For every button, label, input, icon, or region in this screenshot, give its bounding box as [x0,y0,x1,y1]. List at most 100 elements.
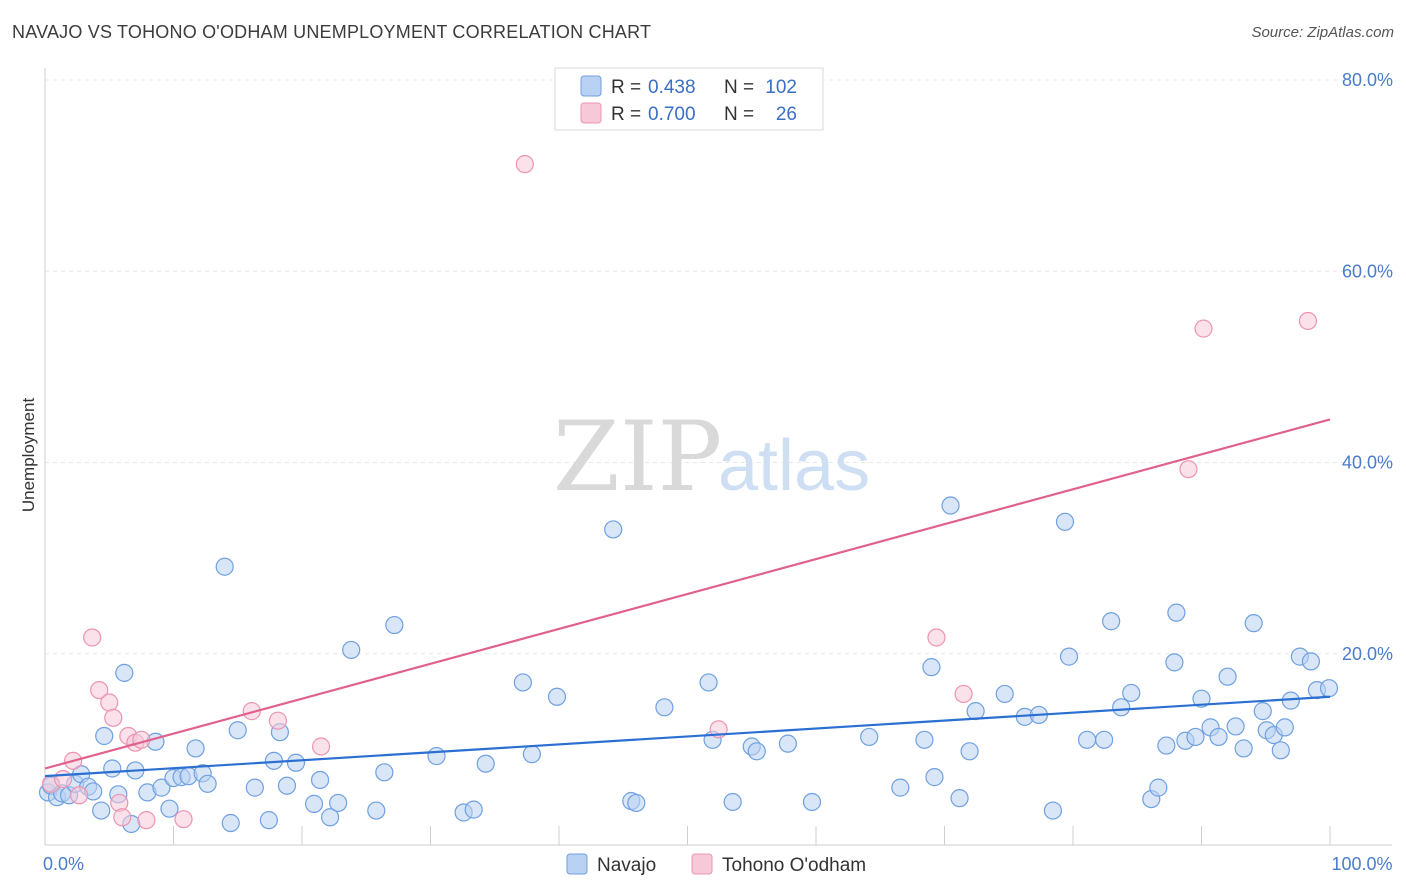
navajo-point [1102,612,1121,631]
navajo-point [778,734,797,753]
navajo-point [1149,778,1168,797]
navajo-point [476,754,495,773]
watermark-atlas: atlas [718,426,870,506]
navajo-point [1209,727,1228,747]
navajo-point [286,753,306,772]
navajo-point [915,730,934,749]
navajo-point [1301,652,1321,671]
navajo-point [891,778,910,797]
series-legend-swatch-navajo [566,853,588,875]
navajo-point [259,811,278,830]
navajo-point [1165,653,1184,672]
navajo-point [1226,717,1245,736]
navajo-point [221,813,240,833]
source-credit: Source: ZipAtlas.com [1251,24,1394,41]
navajo-point [1112,698,1131,717]
navajo-point [186,739,205,758]
y-axis-label: Unemployment [19,398,38,513]
navajo-point [464,800,483,819]
legend-r-value-tohono: 0.700 [648,104,696,125]
tohono-point [1179,460,1198,479]
series-legend-label-tohono: Tohono O'odham [722,855,866,876]
legend-swatch-tohono [580,102,602,124]
navajo-point [1244,614,1263,633]
x-tick-label: 0.0% [43,854,84,874]
navajo-point [115,663,134,682]
navajo-point [922,658,941,677]
navajo-point [103,759,122,778]
navajo-point [160,799,179,818]
navajo-point [1157,736,1176,755]
navajo-point [1234,739,1253,758]
navajo-point [513,673,532,692]
y-tick-label: 20.0% [1342,644,1393,664]
legend-n-label-tohono: N = [724,104,754,125]
tohono-point [927,628,946,647]
tohono-point [104,708,123,727]
legend-swatch-navajo [580,75,602,97]
navajo-point [1122,683,1141,703]
navajo-point [522,745,541,764]
y-tick-label: 60.0% [1342,261,1393,281]
navajo-point [1059,647,1079,666]
legend-r-label-tohono: R = [611,104,641,125]
legend-n-label-navajo: N = [724,77,754,98]
tohono-point [90,680,109,700]
tohono-point [954,684,973,704]
navajo-point [627,793,646,813]
navajo-point [228,721,247,740]
navajo-point [1319,679,1339,698]
watermark: ZIP atlas [553,401,870,513]
navajo-point [802,792,822,812]
tohono-point [1298,311,1318,331]
tohono-point [515,155,534,174]
navajo-point [92,801,111,820]
tohono-point [174,810,193,829]
tohono-point [1194,319,1213,338]
data-points [38,155,1339,834]
navajo-point [723,792,742,812]
navajo-point [342,640,361,660]
navajo-point [385,615,404,635]
series-legend: Navajo Tohono O'odham [566,853,866,876]
navajo-point [950,789,969,808]
navajo-point [367,801,386,820]
tohono-point [311,737,331,756]
y-tick-label: 80.0% [1342,70,1393,90]
navajo-point [304,794,324,813]
navajo-point [277,776,297,795]
navajo-point [547,687,567,706]
x-tick-labels: 0.0% 100.0% [43,854,1393,874]
navajo-point [604,520,623,539]
navajo-trend-line [44,695,1331,778]
navajo-point [245,778,264,797]
navajo-point [966,702,985,721]
tohono-point [100,693,119,712]
navajo-point [329,793,348,813]
tohono-point [83,628,102,647]
navajo-point [1043,801,1063,820]
tohono-point [113,808,132,827]
navajo-point [375,763,394,782]
navajo-point [1218,667,1237,686]
tohono-point [53,769,73,789]
navajo-point [1077,730,1097,749]
series-legend-label-navajo: Navajo [597,855,656,876]
stats-legend: R = 0.438 N = 102 R = 0.700 N = 26 [554,67,824,131]
navajo-point [1167,603,1186,622]
navajo-point [655,698,674,717]
navajo-point [427,746,446,766]
legend-n-value-tohono: 26 [776,104,797,125]
navajo-point [310,770,330,790]
tohono-trend-line [44,418,1331,770]
x-tick-label: 100.0% [1331,854,1392,874]
navajo-point [1055,512,1075,531]
legend-n-value-navajo: 102 [765,77,797,98]
trend-lines [44,418,1331,778]
tohono-point [70,786,89,805]
navajo-point [960,742,979,761]
navajo-point [198,774,217,793]
tohono-point [268,711,288,730]
grid-lines [45,79,1392,655]
